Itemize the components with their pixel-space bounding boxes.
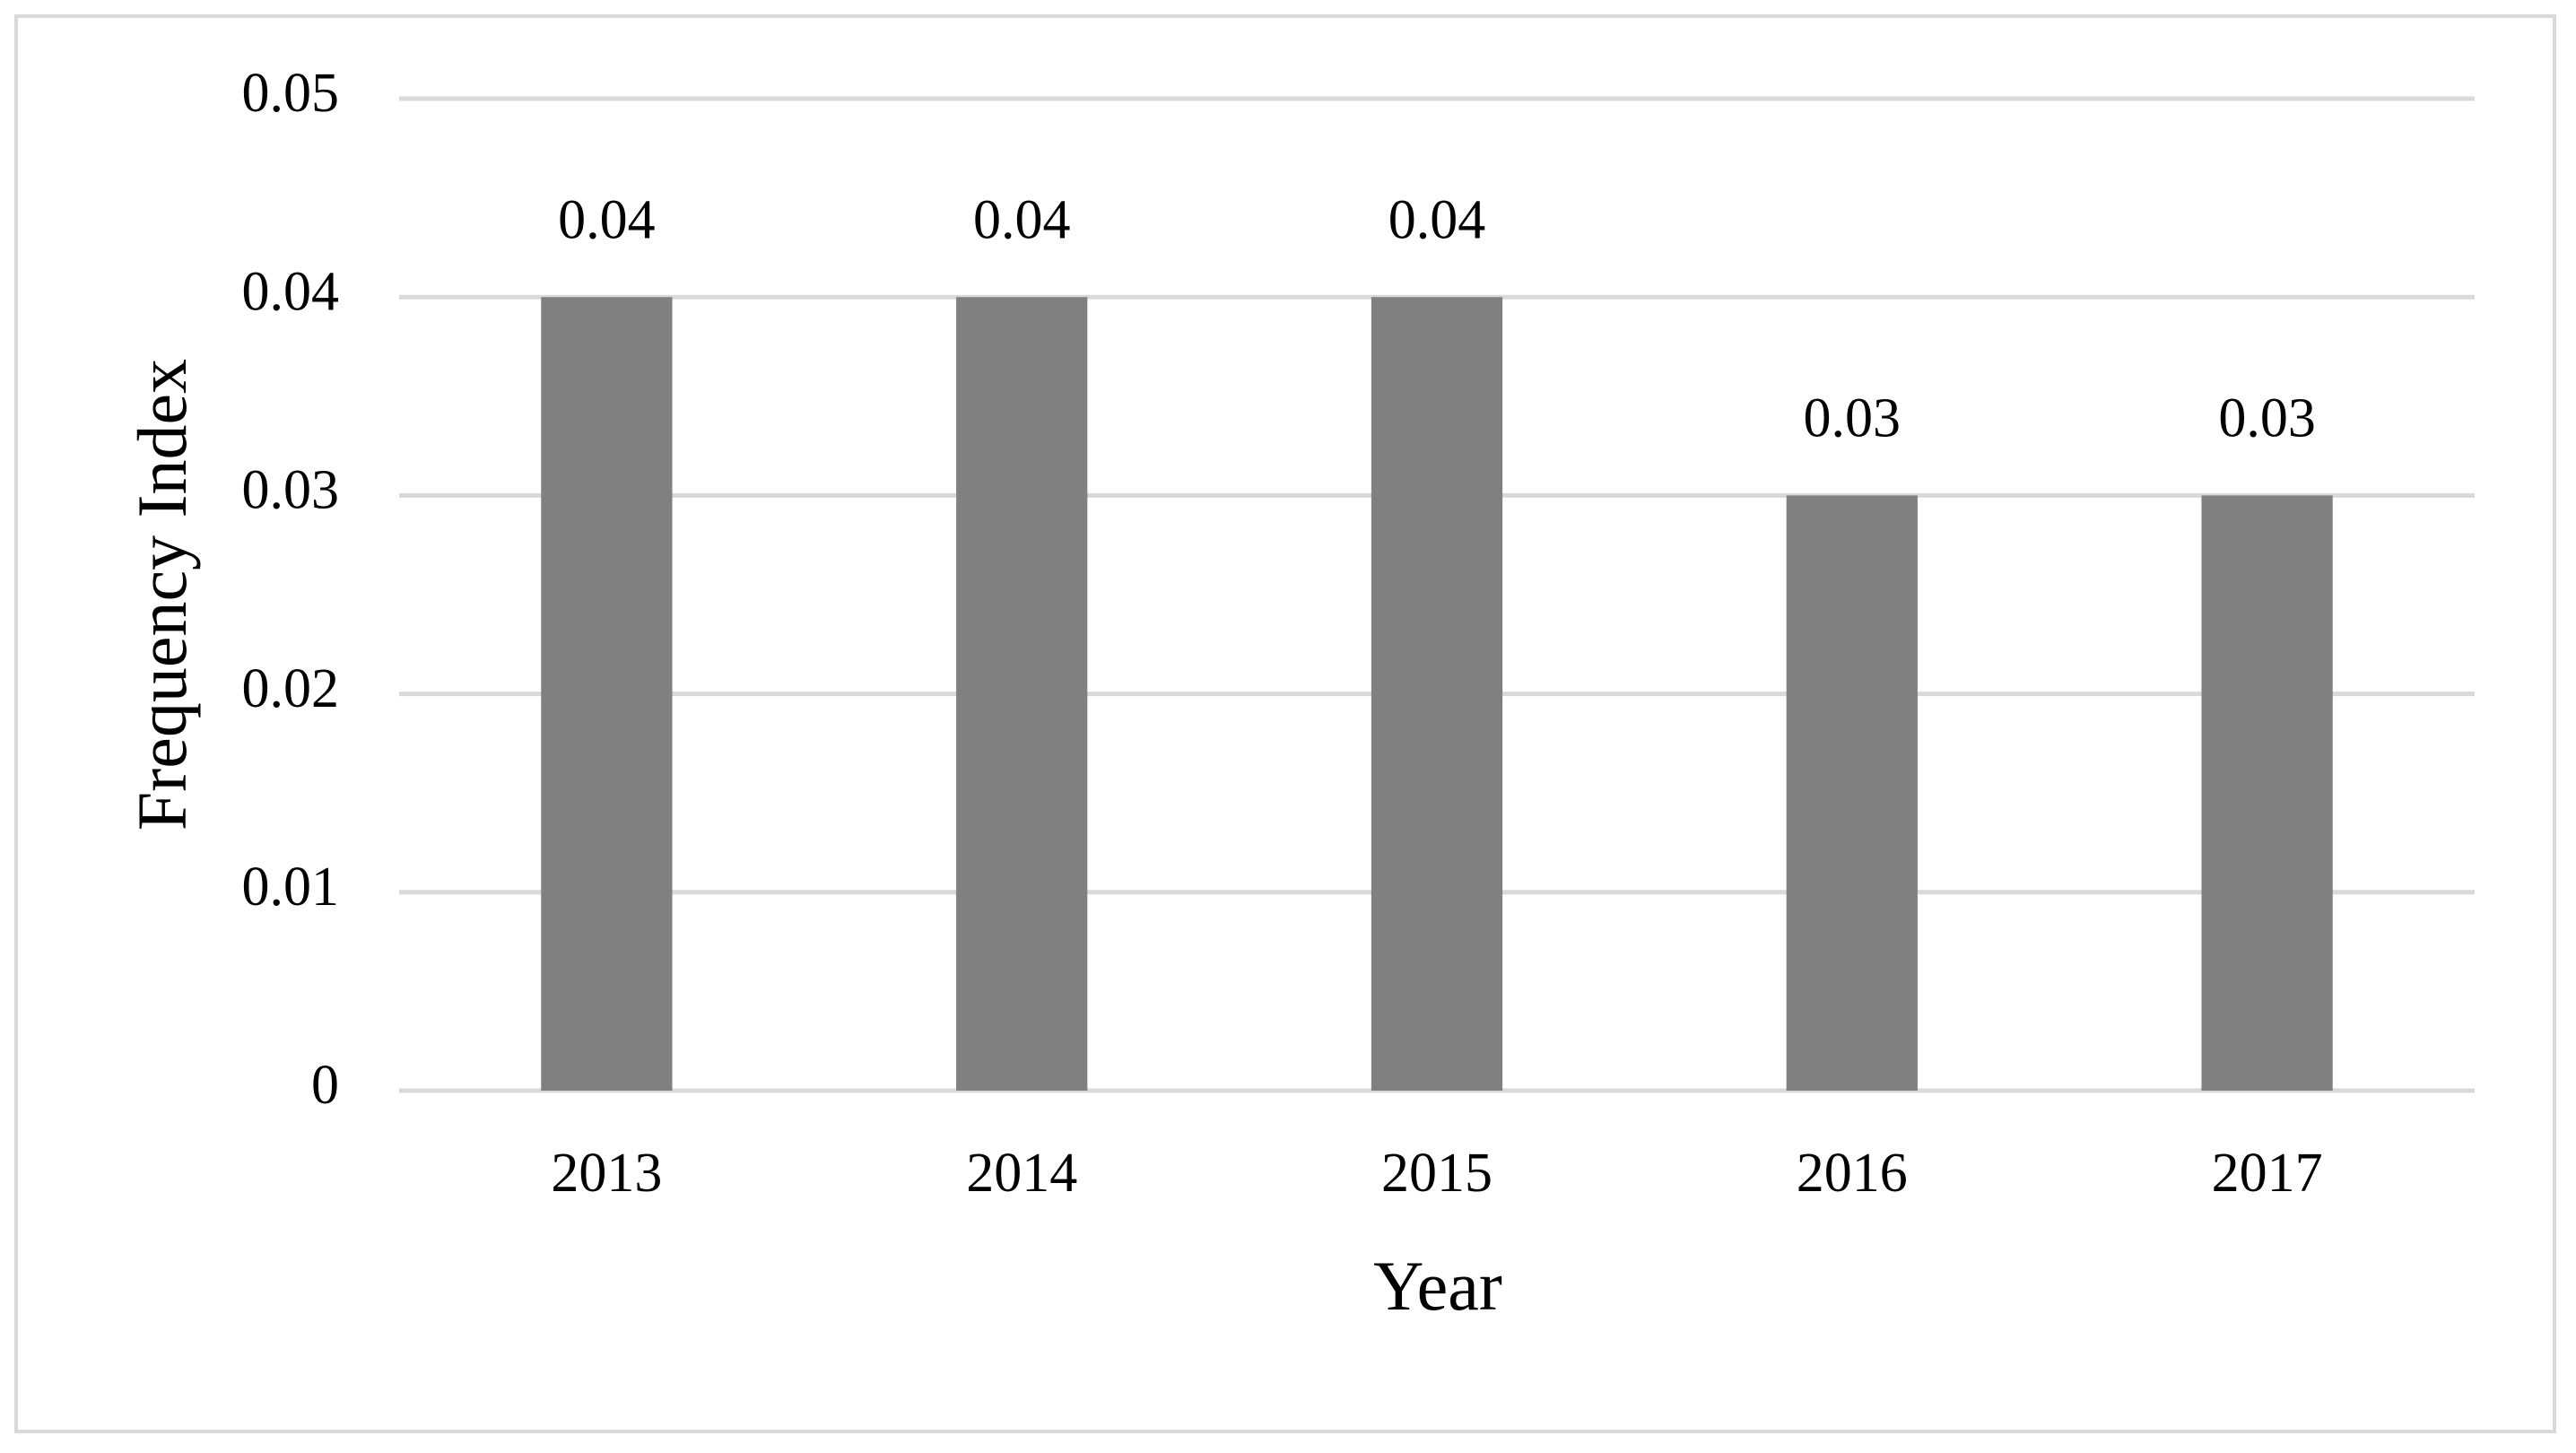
- bar: [1786, 495, 1918, 1091]
- y-tick-label: 0.04: [242, 261, 340, 322]
- data-label: 0.03: [1804, 388, 1902, 449]
- y-tick-label: 0.02: [242, 658, 340, 719]
- x-tick-label: 2016: [1797, 1143, 1908, 1204]
- bar: [956, 297, 1088, 1091]
- x-tick-label: 2014: [966, 1143, 1077, 1204]
- data-label: 0.04: [558, 189, 656, 250]
- y-tick-label: 0.05: [242, 63, 340, 124]
- y-tick-label: 0.03: [242, 460, 340, 521]
- x-tick-label: 2015: [1381, 1143, 1493, 1204]
- x-tick-label: 2013: [551, 1143, 662, 1204]
- x-axis-title: Year: [1373, 1247, 1502, 1325]
- x-tick-label: 2017: [2212, 1143, 2323, 1204]
- chart-border: [14, 14, 2556, 1433]
- data-label: 0.04: [1388, 189, 1486, 250]
- data-label: 0.03: [2218, 388, 2316, 449]
- y-axis-title: Frequency Index: [123, 359, 201, 831]
- y-tick-label: 0.01: [242, 857, 340, 918]
- data-label: 0.04: [973, 189, 1071, 250]
- bar: [2201, 495, 2333, 1091]
- y-tick-label: 0: [311, 1055, 339, 1116]
- bar: [1371, 297, 1503, 1091]
- bar: [541, 297, 673, 1091]
